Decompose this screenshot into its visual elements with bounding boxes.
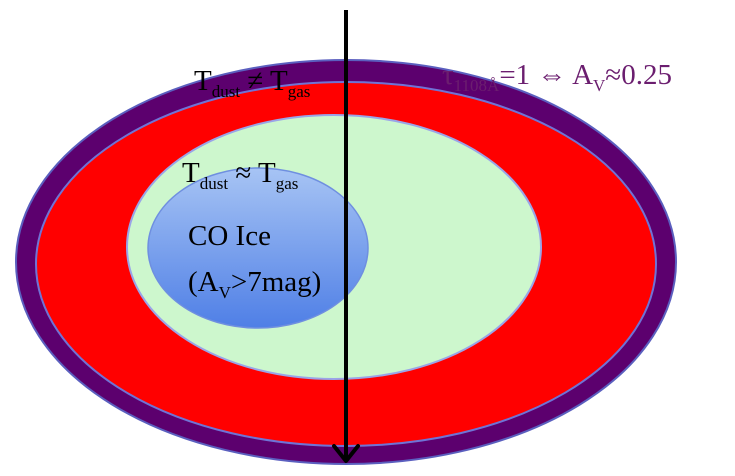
- co-ice-core: [147, 167, 369, 329]
- optical-depth-annotation: τ1108Å=1 ⇔ AV≈0.25: [442, 59, 672, 95]
- outer-temp-label: Tdust ≠ Tgas: [194, 65, 310, 101]
- core-label-line1: CO Ice: [188, 220, 271, 252]
- inner-temp-label: Tdust ≈ Tgas: [182, 157, 298, 193]
- arrow-head: [332, 444, 360, 463]
- core-label-line2: (AV>7mag): [188, 266, 321, 302]
- down-arrow-icon: [332, 10, 360, 463]
